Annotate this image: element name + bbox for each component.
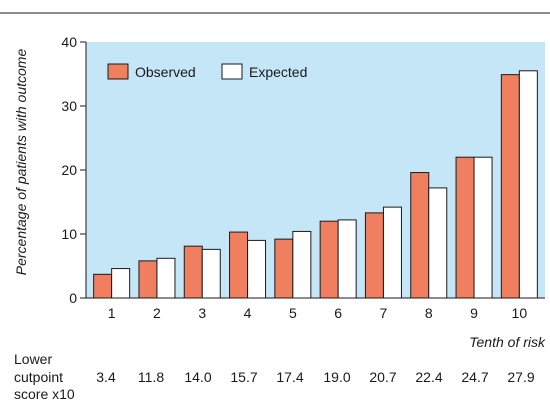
y-tick-label: 40 xyxy=(61,34,77,50)
y-axis: 0 10 20 30 40 xyxy=(61,34,86,306)
bar-observed-6 xyxy=(319,220,339,299)
x-tick-label: 7 xyxy=(380,305,388,321)
legend: Observed Expected xyxy=(107,63,307,80)
cutpoint-value: 14.0 xyxy=(184,369,211,385)
x-tick-label: 2 xyxy=(153,305,161,321)
bar-observed-7 xyxy=(364,212,384,299)
x-tick-label: 10 xyxy=(512,305,528,321)
cutpoint-value: 15.7 xyxy=(230,369,257,385)
bar-expected-9 xyxy=(473,156,493,299)
legend-label-expected: Expected xyxy=(249,64,307,80)
bar-observed-3 xyxy=(183,245,203,299)
cutpoint-value: 27.9 xyxy=(507,369,534,385)
bar-expected-2 xyxy=(156,257,176,299)
cutpoint-value: 24.7 xyxy=(461,369,488,385)
cutpoint-value: 22.4 xyxy=(415,369,442,385)
bar-expected-10 xyxy=(518,70,538,299)
bar-observed-4 xyxy=(229,231,249,299)
x-tick-label: 9 xyxy=(470,305,478,321)
x-tick-label: 3 xyxy=(198,305,206,321)
bar-expected-4 xyxy=(247,239,267,299)
bar-expected-1 xyxy=(111,268,131,299)
bar-expected-8 xyxy=(428,187,448,299)
cutpoint-title-line-3: score x10 xyxy=(14,386,75,402)
bar-observed-9 xyxy=(455,156,475,299)
y-tick-label: 20 xyxy=(61,162,77,178)
x-tick-label: 4 xyxy=(244,305,252,321)
cutpoint-value: 19.0 xyxy=(323,369,350,385)
cutpoint-title-line-2: cutpoint xyxy=(14,369,63,385)
cutpoint-values: 3.4 11.8 14.0 15.7 17.4 19.0 20.7 22.4 24.7 27.9 xyxy=(96,369,535,385)
bar-expected-6 xyxy=(337,219,357,299)
cutpoint-value: 20.7 xyxy=(369,369,396,385)
cutpoint-value: 11.8 xyxy=(138,369,164,385)
bar-expected-3 xyxy=(201,248,221,299)
cutpoint-value: 3.4 xyxy=(96,369,116,385)
y-tick-label: 0 xyxy=(69,290,77,306)
legend-swatch-expected xyxy=(221,63,243,80)
x-tick-label: 6 xyxy=(334,305,342,321)
bar-observed-5 xyxy=(274,238,294,299)
x-tick-label: 1 xyxy=(108,305,116,321)
x-axis-title: Tenth of risk xyxy=(469,334,546,350)
x-tick-label: 8 xyxy=(425,305,433,321)
x-axis: 1 2 3 4 5 6 7 8 9 10 xyxy=(108,305,528,321)
bar-observed-10 xyxy=(500,74,520,299)
legend-label-observed: Observed xyxy=(135,64,196,80)
y-tick-label: 10 xyxy=(61,226,77,242)
cutpoint-title-line-1: Lower xyxy=(14,351,52,367)
y-tick-label: 30 xyxy=(61,98,77,114)
x-tick-label: 5 xyxy=(289,305,297,321)
bar-observed-8 xyxy=(410,172,430,299)
legend-swatch-observed xyxy=(107,63,129,80)
cutpoint-value: 17.4 xyxy=(276,369,303,385)
bar-expected-5 xyxy=(292,230,312,299)
cutpoint-row-title: Lower cutpoint score x10 xyxy=(14,351,75,402)
y-axis-title: Percentage of patients with outcome xyxy=(13,49,29,276)
bars xyxy=(93,70,538,299)
bar-observed-1 xyxy=(93,273,113,299)
bar-observed-2 xyxy=(138,260,158,299)
bar-expected-7 xyxy=(382,206,402,299)
